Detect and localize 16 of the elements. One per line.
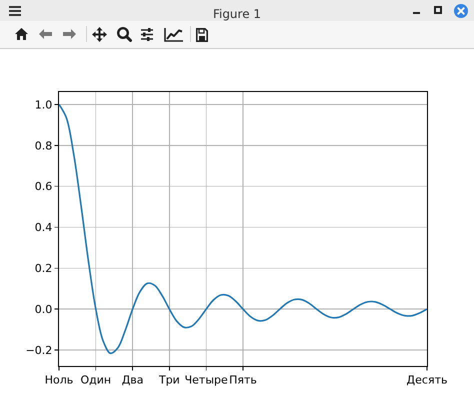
x-tick-label: Три [158,374,180,387]
y-tick-label: 0.2 [34,262,52,276]
x-tick-label: Один [80,374,112,387]
x-tick-label: Два [122,374,144,387]
y-tick-label: 0.8 [34,139,52,152]
y-tick-label: 0.0 [34,302,52,316]
line-series [59,104,427,354]
x-tick-label: Четыре [184,374,228,387]
y-tick-label: 0.4 [34,221,52,234]
chart-title: Figure 1 [212,7,262,21]
y-tick-label: −0.2 [26,344,52,357]
x-tick-label: Десять [406,374,448,387]
x-tick-label: Ноль [44,374,74,387]
y-tick-label: 1.0 [34,98,52,112]
y-tick-label: 0.6 [34,180,52,194]
x-tick-label: Пять [229,374,257,387]
